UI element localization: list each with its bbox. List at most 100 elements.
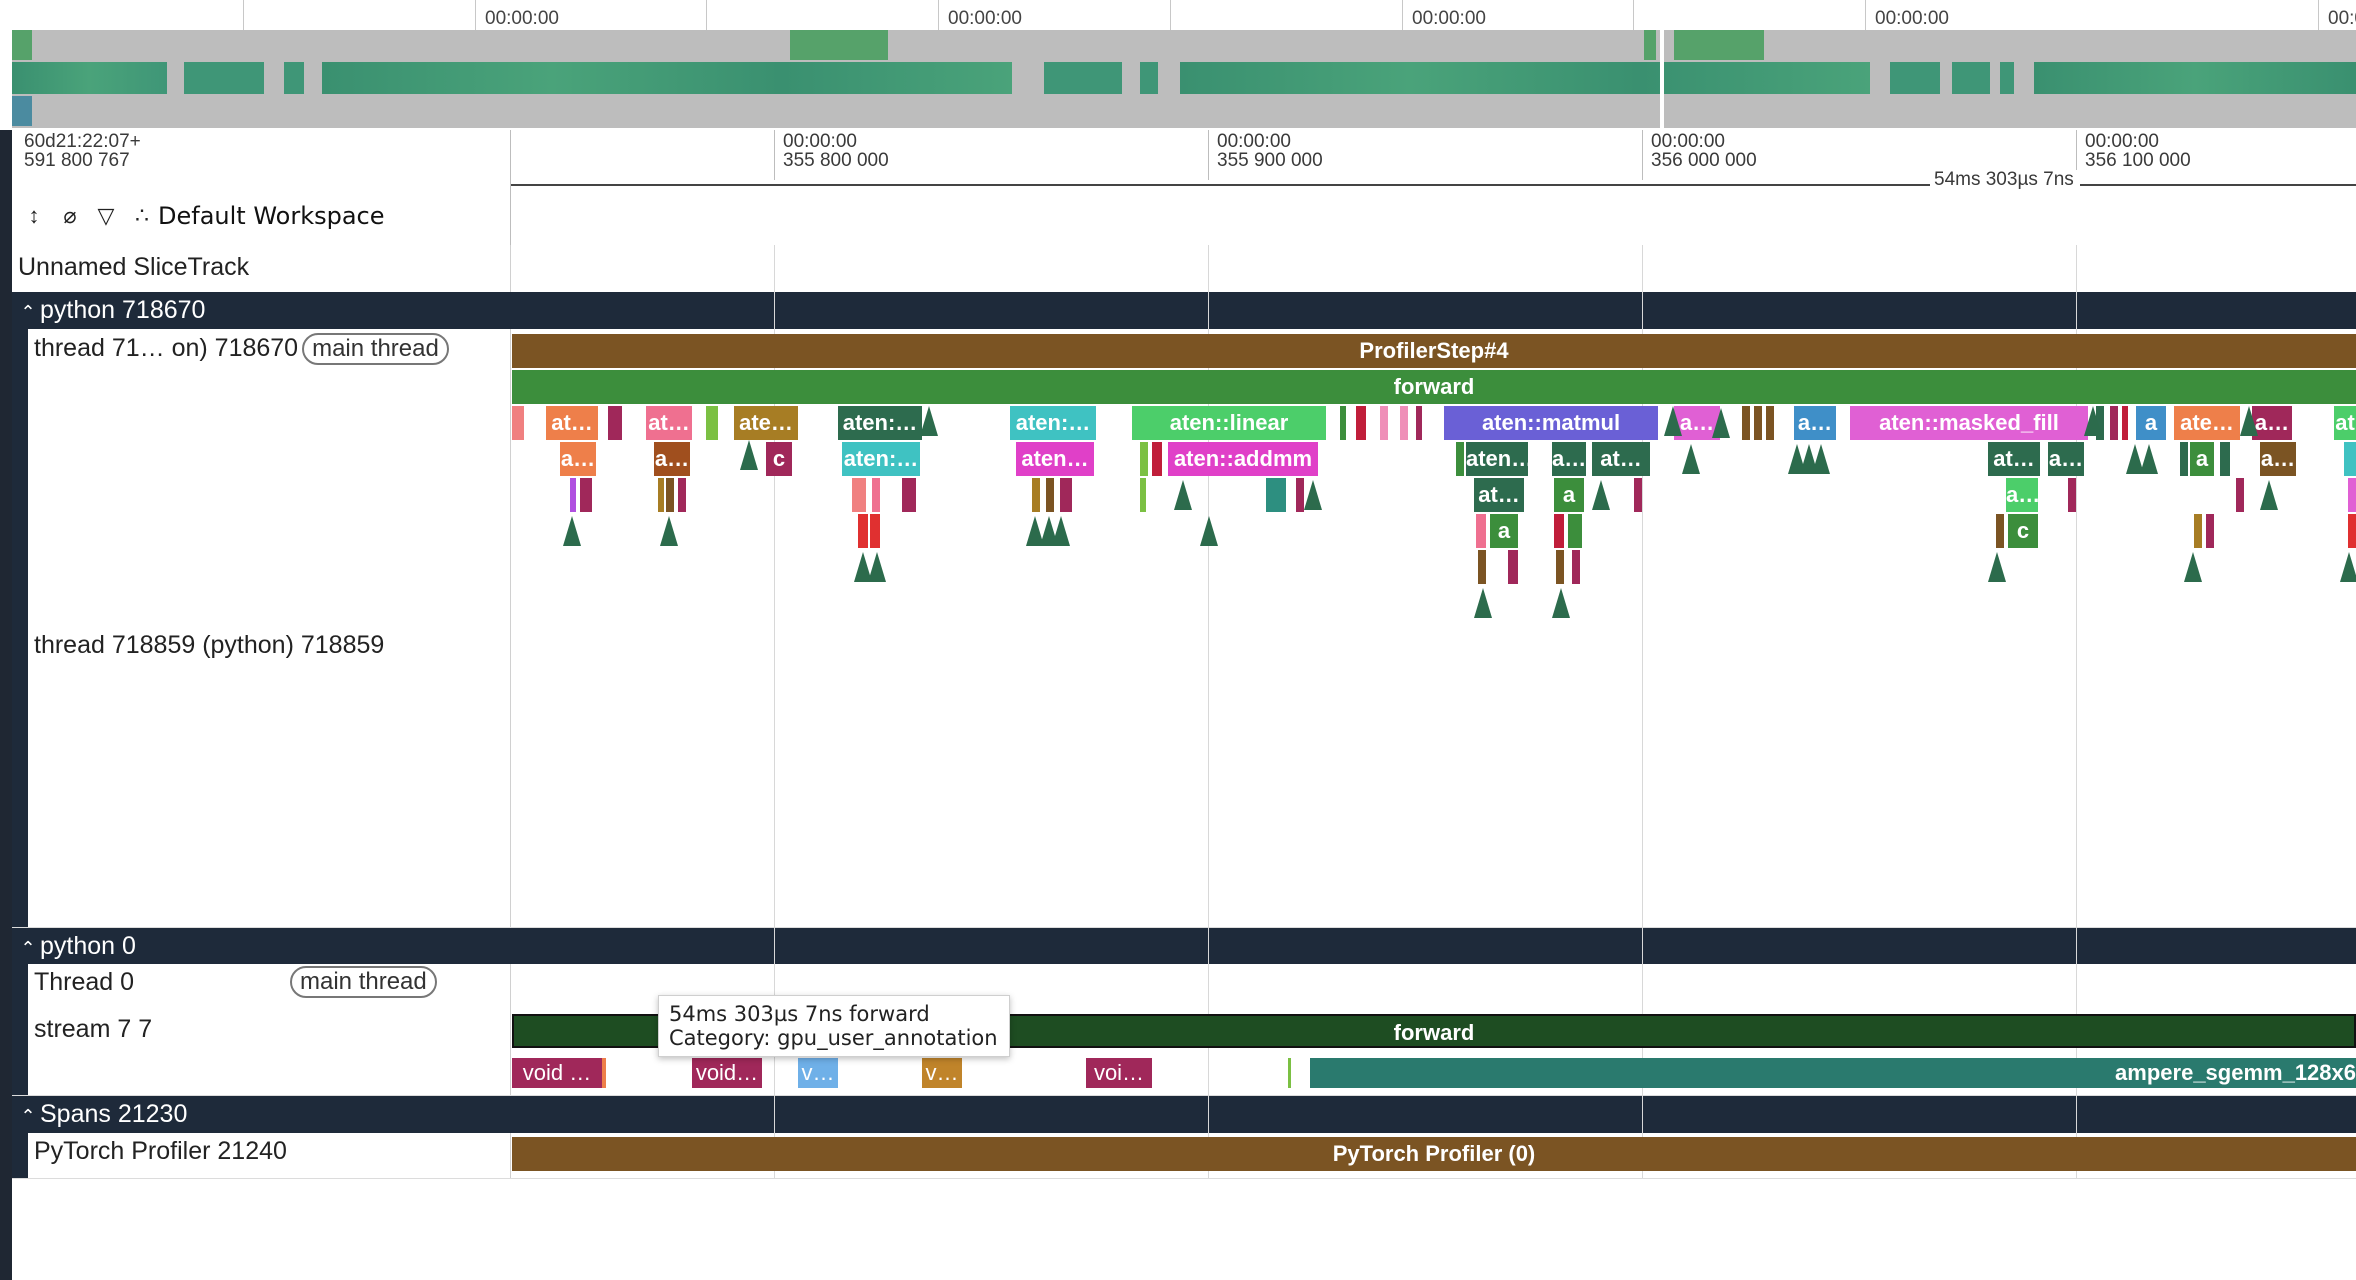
slice-small[interactable] [1152, 442, 1162, 476]
slice-small[interactable] [1556, 550, 1564, 584]
overview-track[interactable] [12, 30, 2356, 128]
slice-kernel[interactable]: void… [692, 1058, 762, 1088]
instant-event-arrow[interactable] [1682, 444, 1700, 474]
slice-aten[interactable]: a [1490, 514, 1518, 548]
instant-event-arrow[interactable] [2140, 444, 2158, 474]
group-header-python-0[interactable]: ⌃ python 0 [12, 928, 2356, 964]
slice-small[interactable] [852, 478, 866, 512]
slice-small[interactable] [1140, 442, 1148, 476]
slice-small[interactable] [1456, 442, 1464, 476]
unpin-icon[interactable]: ⌀ [63, 203, 77, 228]
instant-event-arrow[interactable] [1552, 588, 1570, 618]
instant-event-arrow[interactable] [868, 552, 886, 582]
slice-small[interactable] [902, 478, 916, 512]
slice-small[interactable] [512, 406, 524, 440]
slice-small[interactable] [2220, 442, 2230, 476]
slice-small[interactable] [1476, 514, 1486, 548]
instant-event-arrow[interactable] [1664, 406, 1682, 436]
slice-small[interactable] [666, 478, 674, 512]
slice-small[interactable] [2122, 406, 2128, 440]
slice-aten[interactable]: a… [2260, 442, 2296, 476]
slice-aten[interactable]: a… [2048, 442, 2084, 476]
workspace-selector[interactable]: Default Workspace [158, 202, 385, 230]
instant-event-arrow[interactable] [1592, 480, 1610, 510]
slice-aten[interactable]: at… [1592, 442, 1650, 476]
slice-small[interactable] [1046, 478, 1054, 512]
collapse-all-icon[interactable]: ↕ [28, 203, 40, 228]
slice-small[interactable] [1288, 1058, 1291, 1088]
instant-event-arrow[interactable] [854, 552, 872, 582]
slice-small[interactable] [608, 406, 622, 440]
track-thread-718859[interactable]: thread 718859 (python) 718859 [12, 627, 2356, 928]
group-header-python-718670[interactable]: ⌃ python 718670 [12, 292, 2356, 329]
slice-small[interactable] [872, 478, 880, 512]
instant-event-arrow[interactable] [1474, 588, 1492, 618]
slice-aten-masked-fill[interactable]: aten::masked_fill [1850, 406, 2088, 440]
slice-forward[interactable]: forward [512, 370, 2356, 404]
slice-small[interactable] [570, 478, 576, 512]
slice-aten[interactable]: ate… [2174, 406, 2240, 440]
slice-aten[interactable]: c [2008, 514, 2038, 548]
slice-small[interactable] [2348, 514, 2356, 548]
slice-small[interactable] [1568, 514, 1582, 548]
slice-aten[interactable]: at… [1988, 442, 2040, 476]
slice-small[interactable] [706, 406, 718, 440]
slice-aten[interactable]: a… [1552, 442, 1586, 476]
slice-small[interactable] [580, 478, 592, 512]
instant-event-arrow[interactable] [920, 406, 938, 436]
overview-timeline[interactable]: 00:00:00 00:00:00 00:00:00 00:00:00 00:0 [0, 0, 2356, 130]
instant-event-arrow[interactable] [2084, 406, 2102, 436]
instant-event-arrow[interactable] [2126, 444, 2144, 474]
slice-aten[interactable]: at [2334, 406, 2356, 440]
instant-event-arrow[interactable] [563, 516, 581, 546]
slice-small[interactable] [2110, 406, 2118, 440]
chevron-up-icon[interactable]: ⌃ [20, 302, 36, 322]
instant-event-arrow[interactable] [2340, 552, 2356, 582]
slice-small[interactable] [1996, 514, 2004, 548]
slice-aten[interactable]: ate… [734, 406, 798, 440]
slice-small[interactable] [1266, 478, 1286, 512]
instant-event-arrow[interactable] [1304, 480, 1322, 510]
slice-aten-addmm[interactable]: aten::addmm [1168, 442, 1318, 476]
slice-small[interactable] [658, 478, 664, 512]
slice-kernel[interactable]: v… [922, 1058, 962, 1088]
slice-small[interactable] [1416, 406, 1422, 440]
slice-aten[interactable]: aten… [1016, 442, 1094, 476]
slice-small[interactable] [1340, 406, 1346, 440]
slice-small[interactable] [1508, 550, 1518, 584]
slice-aten[interactable]: at… [546, 406, 598, 440]
instant-event-arrow[interactable] [1988, 552, 2006, 582]
slice-aten[interactable]: c [766, 442, 792, 476]
slice-aten-linear[interactable]: aten::linear [1132, 406, 1326, 440]
track-thread-0[interactable]: Thread 0 main thread [12, 964, 2356, 1012]
slice-small[interactable] [1572, 550, 1580, 584]
chevron-up-icon[interactable]: ⌃ [20, 1106, 36, 1126]
slice-small[interactable] [1754, 406, 1762, 440]
slice-small[interactable] [1634, 478, 1642, 512]
instant-event-arrow[interactable] [1200, 516, 1218, 546]
slice-aten[interactable]: a [1554, 478, 1584, 512]
slice-small[interactable] [1032, 478, 1040, 512]
slice-aten-matmul[interactable]: aten::matmul [1444, 406, 1658, 440]
slice-aten[interactable]: aten:… [1010, 406, 1096, 440]
slice-aten[interactable]: at… [646, 406, 692, 440]
overview-window-marker[interactable] [1660, 30, 1664, 128]
slice-aten[interactable]: a… [2006, 478, 2038, 512]
slice-aten[interactable]: aten:… [842, 442, 920, 476]
filter-icon[interactable]: ▽ [97, 203, 115, 228]
instant-event-arrow[interactable] [740, 440, 758, 470]
slice-aten[interactable]: a [2136, 406, 2166, 440]
chevron-up-icon[interactable]: ⌃ [20, 938, 36, 958]
slice-profiler-step[interactable]: ProfilerStep#4 [512, 334, 2356, 368]
slice-small[interactable] [1140, 478, 1146, 512]
slice-aten[interactable]: at… [1474, 478, 1524, 512]
slice-small[interactable] [1766, 406, 1774, 440]
instant-event-arrow[interactable] [660, 516, 678, 546]
slice-small[interactable] [1742, 406, 1750, 440]
group-header-spans[interactable]: ⌃ Spans 21230 [12, 1096, 2356, 1133]
slice-small[interactable] [2206, 514, 2214, 548]
slice-small[interactable] [1380, 406, 1388, 440]
instant-event-arrow[interactable] [2184, 552, 2202, 582]
slice-small[interactable] [678, 478, 686, 512]
workspace-icon[interactable]: ∴ [135, 203, 149, 228]
